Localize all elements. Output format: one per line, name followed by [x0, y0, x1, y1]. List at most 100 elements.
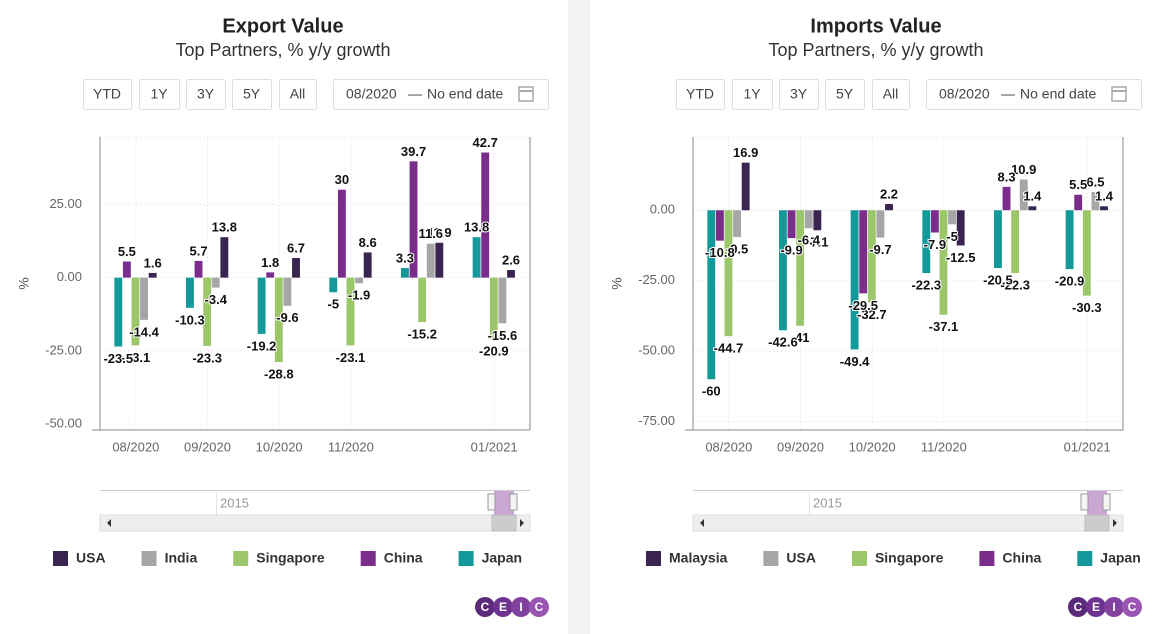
scrollbar-thumb[interactable]	[1084, 514, 1110, 532]
legend-label[interactable]: USA	[786, 550, 816, 566]
legend-label[interactable]: China	[384, 550, 423, 566]
navigator-handle[interactable]	[509, 493, 518, 511]
data-label: 5.7	[190, 243, 208, 258]
range-button[interactable]	[139, 79, 180, 110]
date-to[interactable]: No end date	[1020, 86, 1096, 102]
date-from[interactable]: 08/2020	[939, 86, 990, 102]
date-range-box[interactable]	[926, 79, 1142, 110]
navigator-handle[interactable]	[1080, 493, 1089, 511]
legend-label[interactable]: USA	[76, 550, 106, 566]
legend-marker	[979, 551, 995, 566]
x-tick-label: 01/2021	[1064, 439, 1111, 454]
y-tick-label: 25.00	[49, 196, 82, 211]
data-label: -5	[327, 297, 339, 312]
logo-dot	[493, 597, 513, 617]
data-label: -23.5	[103, 351, 133, 366]
data-label: -41	[791, 330, 810, 345]
x-tick-label: 10/2020	[849, 439, 896, 454]
scrollbar-thumb[interactable]	[491, 514, 517, 532]
navigator-label: 2015	[813, 495, 842, 510]
range-button-label[interactable]: YTD	[93, 86, 121, 102]
navigator-selection[interactable]	[494, 491, 514, 515]
data-label: 13.8	[464, 220, 489, 235]
legend-marker	[233, 551, 249, 566]
data-label: -30.3	[1072, 300, 1102, 315]
data-label: -60	[702, 384, 721, 399]
bar	[355, 277, 364, 284]
bar	[1028, 206, 1037, 211]
range-button-label[interactable]: 3Y	[197, 86, 215, 102]
legend-marker	[141, 551, 157, 566]
range-button-label[interactable]: All	[883, 86, 899, 102]
legend-label[interactable]: Singapore	[256, 550, 325, 566]
bar	[850, 210, 859, 350]
range-button-label[interactable]: All	[290, 86, 306, 102]
range-button[interactable]	[732, 79, 773, 110]
bar	[489, 277, 498, 339]
navigator-handle[interactable]	[1102, 493, 1111, 511]
date-range-box[interactable]	[333, 79, 549, 110]
scroll-left[interactable]	[700, 519, 704, 527]
bar	[481, 152, 490, 278]
legend-label[interactable]: Japan	[482, 550, 522, 566]
data-label: -7.1	[806, 235, 828, 250]
legend-marker	[1077, 551, 1093, 566]
range-button[interactable]	[779, 79, 819, 110]
data-label: -15.6	[488, 328, 518, 343]
chart-subtitle: Top Partners, % y/y growth	[175, 40, 390, 60]
range-button-label[interactable]: 3Y	[790, 86, 808, 102]
bar	[401, 267, 409, 278]
data-label: 11.6	[418, 226, 443, 241]
range-button-label[interactable]: 5Y	[243, 86, 261, 102]
legend-label[interactable]: Malaysia	[669, 550, 728, 566]
range-button[interactable]	[872, 79, 910, 110]
bar	[274, 277, 283, 363]
data-label: 16.9	[733, 145, 758, 160]
navigator-handle[interactable]	[487, 493, 496, 511]
bar	[266, 272, 275, 278]
scroll-right[interactable]	[1113, 519, 1117, 527]
bar	[114, 277, 123, 347]
data-label: 42.7	[473, 135, 498, 150]
bar	[426, 243, 435, 278]
scroll-right[interactable]	[520, 519, 524, 527]
range-button[interactable]	[186, 79, 226, 110]
logo-dot	[1068, 597, 1088, 617]
bar	[194, 260, 203, 278]
scroll-left[interactable]	[107, 519, 111, 527]
range-button[interactable]	[232, 79, 272, 110]
date-from[interactable]: 08/2020	[346, 86, 397, 102]
range-button[interactable]	[279, 79, 317, 110]
data-label: 8.3	[998, 169, 1016, 184]
range-button-label[interactable]: 5Y	[836, 86, 854, 102]
range-button[interactable]	[83, 79, 132, 110]
range-button-label[interactable]: YTD	[686, 86, 714, 102]
y-axis-label: %	[16, 277, 32, 289]
data-label: -1.9	[348, 288, 370, 303]
data-label: -29.5	[848, 298, 878, 313]
bar	[796, 210, 805, 326]
date-to[interactable]: No end date	[427, 86, 503, 102]
bar	[922, 210, 931, 274]
range-button[interactable]	[676, 79, 725, 110]
range-button-label[interactable]: 1Y	[743, 86, 761, 102]
legend-label[interactable]: India	[165, 550, 198, 566]
data-label: 2.6	[502, 252, 520, 267]
navigator-selection[interactable]	[1087, 491, 1107, 515]
legend-marker	[360, 551, 376, 566]
x-tick-label: 08/2020	[112, 439, 159, 454]
bar	[724, 210, 733, 337]
legend-label[interactable]: China	[1002, 550, 1041, 566]
legend-label[interactable]: Singapore	[875, 550, 944, 566]
bar	[813, 210, 822, 231]
data-label: -14.4	[129, 324, 159, 339]
data-label: 10.9	[1011, 162, 1036, 177]
legend-label[interactable]: Japan	[1100, 550, 1140, 566]
data-label: 1.4	[1095, 189, 1114, 204]
data-label: -10.8	[705, 245, 735, 260]
data-label: -44.7	[714, 341, 744, 356]
range-button[interactable]	[825, 79, 865, 110]
data-label: -9.5	[726, 241, 748, 256]
logo-dot	[1104, 597, 1124, 617]
range-button-label[interactable]: 1Y	[150, 86, 168, 102]
